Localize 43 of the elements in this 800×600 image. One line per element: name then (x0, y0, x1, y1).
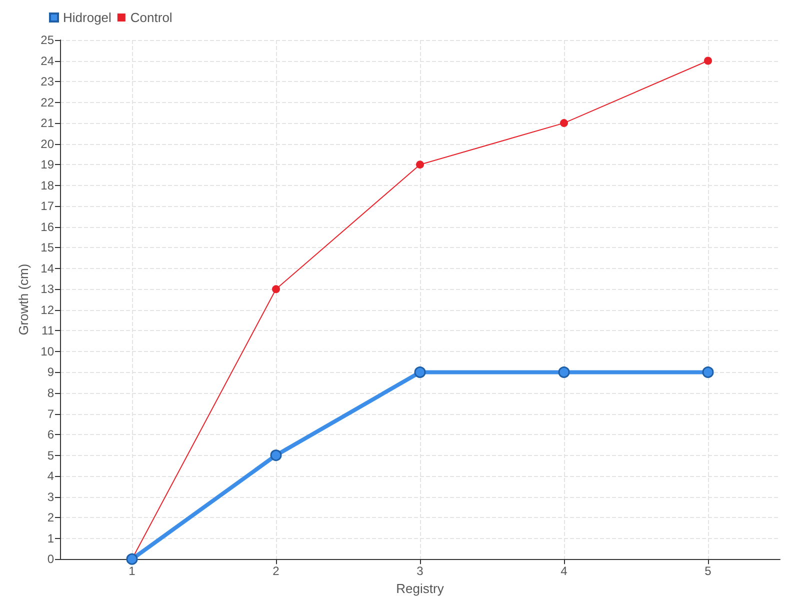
y-tick-label: 2 (47, 510, 54, 525)
y-tick-label: 21 (40, 116, 54, 130)
y-tick-label: 17 (40, 199, 54, 214)
y-tick-label: 4 (47, 469, 54, 484)
y-tick-label: 24 (40, 54, 54, 68)
y-tick-label: 11 (42, 324, 54, 338)
y-tick-label: 22 (40, 95, 54, 110)
point (414, 366, 426, 378)
point (558, 366, 570, 378)
legend-label: Control (130, 10, 172, 25)
y-tick-label: 15 (40, 240, 54, 255)
x-tick-label: 2 (272, 564, 280, 578)
point (270, 450, 282, 462)
y-axis-title: Growth (cm) (16, 264, 31, 336)
x-tick-label: 4 (560, 564, 568, 578)
y-tick-label: 14 (40, 261, 54, 276)
y-tick-label: 13 (40, 282, 54, 296)
point (272, 285, 280, 294)
y-tick-label: 0 (47, 552, 54, 566)
y-tick-label: 23 (40, 74, 54, 89)
y-tick-label: 6 (47, 428, 54, 442)
y-tick-label: 19 (40, 158, 54, 172)
y-tick-label: 25 (40, 33, 54, 47)
point (702, 366, 714, 378)
y-tick-label: 18 (40, 178, 54, 192)
y-tick-label: 20 (40, 136, 54, 151)
y-tick-label: 7 (47, 406, 54, 421)
y-tick-label: 12 (40, 302, 54, 317)
y-tick-label: 16 (40, 220, 54, 234)
x-tick-label: 1 (128, 564, 136, 578)
y-tick-label: 8 (47, 386, 54, 400)
y-tick-label: 1 (47, 531, 54, 546)
y-tick-label: 5 (47, 448, 54, 462)
y-tick-label: 3 (47, 490, 54, 504)
x-axis-title: Registry (396, 581, 444, 596)
x-tick-label: 3 (416, 564, 424, 578)
y-tick-label: 10 (40, 344, 54, 358)
point (560, 119, 568, 128)
y-tick-label: 9 (47, 365, 54, 380)
point (704, 56, 712, 65)
x-tick-label: 5 (704, 564, 712, 578)
legend-label: Hidrogel (63, 10, 112, 25)
point (416, 160, 424, 169)
